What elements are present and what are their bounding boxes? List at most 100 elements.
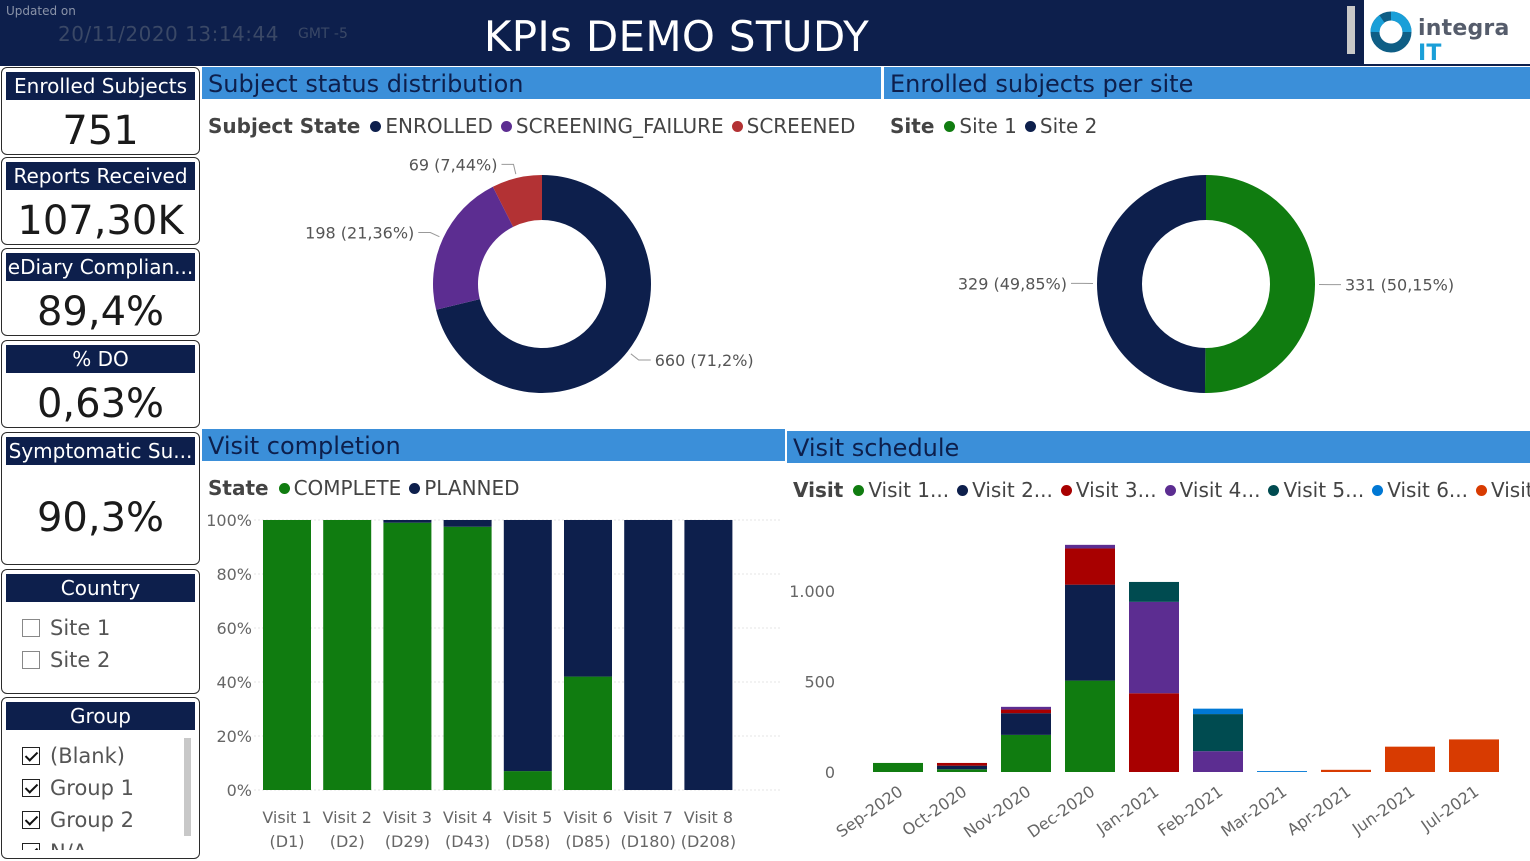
x-tick-label: (D43)	[445, 832, 490, 851]
x-tick-label: Oct-2020	[899, 782, 971, 840]
bar-segment[interactable]	[1129, 601, 1179, 694]
bar-segment[interactable]	[1001, 713, 1051, 735]
bar-complete[interactable]	[564, 676, 612, 790]
slicer-item-group-2[interactable]: Group 2	[22, 808, 134, 832]
y-tick-label: 100%	[206, 511, 252, 530]
bar-segment[interactable]	[1065, 584, 1115, 681]
y-tick-label: 1.000	[789, 582, 835, 601]
pie-slice-site-1[interactable]	[1204, 175, 1316, 393]
bar-segment[interactable]	[1129, 693, 1179, 772]
x-tick-label: Visit 5	[503, 808, 552, 827]
bar-segment[interactable]	[1257, 771, 1307, 772]
bar-segment[interactable]	[1193, 708, 1243, 715]
legend-item-visit-8[interactable]: Visit 8...	[1476, 478, 1530, 502]
bar-segment[interactable]	[1193, 714, 1243, 752]
legend-item-visit-4[interactable]: Visit 4...	[1164, 478, 1260, 502]
slicer-item-na[interactable]: N/A	[22, 840, 87, 850]
legend-item-site-2[interactable]: Site 2	[1024, 114, 1098, 138]
legend-title: State	[208, 476, 269, 500]
bar-segment[interactable]	[937, 765, 987, 770]
bar-planned[interactable]	[443, 520, 492, 527]
checkbox[interactable]	[22, 619, 40, 637]
kpi-value: 0,63%	[36, 381, 165, 427]
pie-leader-line	[418, 231, 440, 238]
legend-dot	[500, 120, 512, 132]
legend-item-visit-5[interactable]: Visit 5...	[1268, 478, 1364, 502]
x-tick-label: Feb-2021	[1154, 782, 1226, 840]
x-tick-label: Jan-2021	[1092, 782, 1162, 839]
slicer-item-label: Site 1	[50, 616, 111, 640]
bar-segment[interactable]	[1065, 544, 1115, 549]
legend-item-complete[interactable]: COMPLETE	[278, 476, 401, 500]
group-slicer-list: (Blank) Group 1 Group 2 N/A	[2, 738, 180, 850]
bar-planned[interactable]	[624, 520, 673, 790]
legend-item-site-1[interactable]: Site 1	[944, 114, 1017, 138]
pie-slice-site-2[interactable]	[1097, 175, 1206, 393]
legend-item-visit-1[interactable]: Visit 1...	[853, 478, 949, 502]
bar-planned[interactable]	[684, 520, 733, 790]
kpi-card-reports: Reports Received 107,30K	[1, 157, 200, 245]
legend-item-visit-2[interactable]: Visit 2...	[957, 478, 1053, 502]
bar-complete[interactable]	[443, 526, 492, 790]
timezone-label: GMT -5	[298, 26, 348, 42]
legend-title: Visit	[793, 478, 844, 502]
slicer-item-site-1[interactable]: Site 1	[22, 616, 110, 640]
bar-segment[interactable]	[1129, 581, 1179, 602]
legend-item-visit-3[interactable]: Visit 3...	[1060, 478, 1157, 502]
pie-data-label: 331 (50,15%)	[1345, 276, 1454, 295]
slicer-scrollbar[interactable]	[184, 738, 191, 836]
checkbox[interactable]	[22, 747, 40, 765]
kpi-card-dropout: % DO 0,63%	[1, 340, 200, 428]
slicer-item-label: Group 2	[50, 808, 134, 832]
bar-segment[interactable]	[1065, 680, 1115, 772]
bar-segment[interactable]	[873, 762, 923, 772]
panel-title-visit-schedule: Visit schedule	[787, 431, 1530, 463]
bar-segment[interactable]	[937, 769, 987, 772]
bar-complete[interactable]	[263, 520, 311, 790]
bar-segment[interactable]	[1001, 706, 1051, 710]
chart-subject-status: 660 (71,2%) 198 (21,36%) 69 (7,44%)	[305, 155, 754, 393]
bar-segment[interactable]	[1065, 548, 1115, 585]
pie-slice-screening-failure[interactable]	[433, 186, 514, 310]
pie-leader-line	[630, 353, 651, 361]
slicer-item-label: N/A	[50, 840, 87, 850]
legend-label: Site 2	[1039, 114, 1098, 138]
x-tick-label: Jul-2021	[1417, 782, 1483, 836]
x-tick-label: Jun-2021	[1348, 782, 1418, 839]
bar-segment[interactable]	[1385, 746, 1435, 772]
checkbox[interactable]	[22, 779, 40, 797]
bar-segment[interactable]	[1001, 734, 1051, 772]
checkbox[interactable]	[22, 811, 40, 829]
legend-item-screening-failure[interactable]: SCREENING_FAILURE	[500, 114, 724, 138]
bar-complete[interactable]	[383, 522, 432, 790]
slicer-item-group-1[interactable]: Group 1	[22, 776, 134, 800]
legend-dot	[957, 484, 969, 496]
bar-complete[interactable]	[503, 771, 552, 790]
legend-item-screened[interactable]: SCREENED	[731, 114, 855, 138]
checkbox[interactable]	[22, 843, 40, 850]
checkbox[interactable]	[22, 651, 40, 669]
pie-slice-screened[interactable]	[492, 175, 542, 227]
bar-segment[interactable]	[937, 762, 987, 766]
legend-item-enrolled[interactable]: ENROLLED	[370, 114, 493, 138]
bar-segment[interactable]	[1449, 739, 1499, 772]
legend-item-visit-6[interactable]: Visit 6...	[1372, 478, 1468, 502]
bar-complete[interactable]	[323, 520, 372, 790]
slicer-item-blank[interactable]: (Blank)	[22, 744, 125, 768]
x-tick-label: Mar-2021	[1217, 782, 1290, 841]
slicer-item-label: (Blank)	[50, 744, 125, 768]
x-tick-label: (D2)	[330, 832, 365, 851]
pie-slice-enrolled[interactable]	[436, 175, 651, 393]
bar-planned[interactable]	[564, 520, 612, 677]
bar-segment[interactable]	[1001, 709, 1051, 714]
logo-name: integra	[1418, 16, 1510, 41]
legend-item-planned[interactable]: PLANNED	[409, 476, 520, 500]
slicer-item-site-2[interactable]: Site 2	[22, 648, 110, 672]
logo-ring-icon	[1370, 11, 1412, 53]
bar-planned[interactable]	[383, 520, 432, 523]
bar-planned[interactable]	[503, 520, 552, 772]
bar-segment[interactable]	[1321, 769, 1371, 772]
logo-suffix: IT	[1418, 41, 1442, 66]
updated-timestamp: 20/11/2020 13:14:44	[58, 22, 279, 46]
bar-segment[interactable]	[1193, 751, 1243, 772]
